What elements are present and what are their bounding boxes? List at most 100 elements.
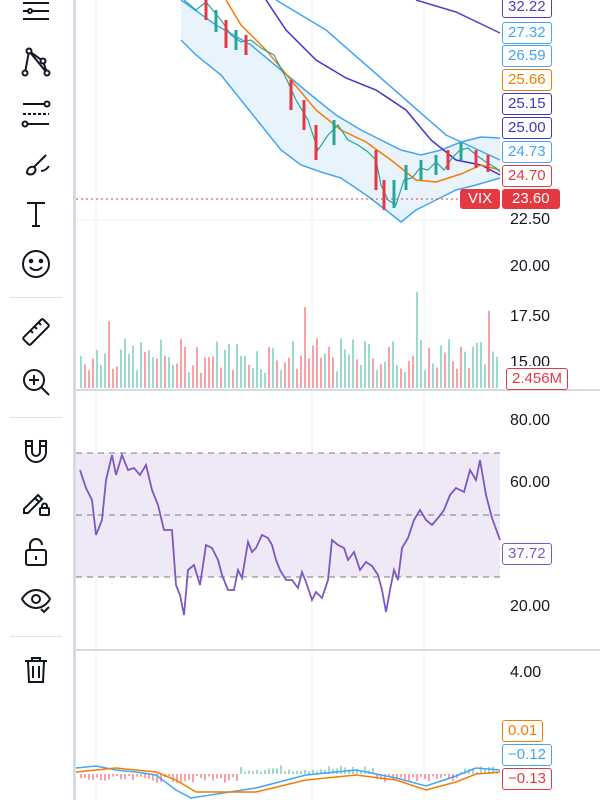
macd-histogram-bar xyxy=(152,774,154,781)
zoom-in-icon[interactable] xyxy=(14,362,58,402)
volume-bar xyxy=(316,338,318,388)
brush-tool-icon[interactable] xyxy=(14,144,58,184)
price-candles-up xyxy=(214,10,463,208)
price-tag: 25.66 xyxy=(502,69,552,91)
volume-bar xyxy=(380,364,382,388)
volume-bar xyxy=(232,370,234,388)
macd-histogram-bar xyxy=(488,767,490,774)
volume-bar xyxy=(328,346,330,388)
chart-area[interactable]: 32.22 27.32 26.59 25.66 25.15 25.00 24.7… xyxy=(76,0,600,800)
symbol-badge: VIX xyxy=(460,189,501,209)
volume-bar xyxy=(468,368,470,388)
signal-line xyxy=(76,767,501,793)
macd-histogram-bar xyxy=(480,766,482,774)
macd-histogram-bar xyxy=(312,769,314,774)
macd-histogram-bar xyxy=(284,771,286,774)
indicators-menu-icon[interactable] xyxy=(14,0,58,34)
macd-histogram-bar xyxy=(272,768,274,774)
macd-tag: −0.13 xyxy=(502,768,552,790)
macd-histogram-bar xyxy=(216,774,218,779)
moving-average-blue xyxy=(265,0,501,176)
volume-badge: 2.456M xyxy=(506,368,569,390)
pattern-tool-icon[interactable] xyxy=(14,42,58,82)
macd-histogram-bar xyxy=(372,767,374,774)
volume-bar xyxy=(188,372,190,388)
chart-canvas[interactable] xyxy=(76,0,600,800)
price-axis-tick: 17.50 xyxy=(510,308,551,325)
volume-bar xyxy=(472,346,474,388)
price-tag: 24.73 xyxy=(502,141,552,163)
macd-histogram-bar xyxy=(100,774,102,781)
volume-bar xyxy=(476,342,478,388)
volume-bar xyxy=(484,364,486,388)
macd-histogram-bar xyxy=(288,769,290,774)
volume-bar xyxy=(124,338,126,388)
rsi-axis-tick: 20.00 xyxy=(510,598,551,615)
macd-histogram-bar xyxy=(388,774,390,777)
macd-histogram-bar xyxy=(432,774,434,777)
macd-histogram-bar xyxy=(292,771,294,774)
macd-histogram-bar xyxy=(168,774,170,777)
volume-bar xyxy=(432,363,434,388)
volume-bar xyxy=(292,341,294,388)
fib-tool-icon[interactable] xyxy=(14,94,58,134)
macd-histogram-bar xyxy=(428,774,430,782)
volume-bar xyxy=(424,369,426,388)
volume-bar xyxy=(116,366,118,388)
volume-bar xyxy=(204,357,206,388)
toolbar-separator xyxy=(10,417,62,418)
price-axis-tick: 22.50 xyxy=(510,211,551,228)
lock-drawing-icon[interactable] xyxy=(14,482,58,522)
macd-histogram-bar xyxy=(232,774,234,778)
ruler-tool-icon[interactable] xyxy=(14,312,58,352)
volume-bar xyxy=(348,354,350,388)
macd-histogram-bar xyxy=(400,774,402,778)
macd-histogram-bar xyxy=(364,766,366,774)
magnet-icon[interactable] xyxy=(14,432,58,472)
price-tag: 27.32 xyxy=(502,22,552,44)
volume-bar xyxy=(436,367,438,388)
volume-bar xyxy=(412,355,414,388)
volume-bar xyxy=(140,342,142,388)
macd-histogram-bar xyxy=(296,770,298,774)
volume-bar xyxy=(208,357,210,388)
eye-icon[interactable] xyxy=(14,580,58,620)
volume-bar xyxy=(104,353,106,388)
volume-bar xyxy=(196,347,198,388)
text-tool-icon[interactable] xyxy=(14,194,58,234)
volume-bar xyxy=(260,369,262,388)
macd-histogram-bar xyxy=(172,774,174,782)
macd-histogram-bar xyxy=(256,769,258,774)
volume-bar xyxy=(372,358,374,388)
macd-histogram-bar xyxy=(280,765,282,774)
volume-bar xyxy=(396,365,398,388)
macd-histogram-bar xyxy=(184,774,186,782)
volume-bar xyxy=(216,341,218,388)
volume-bar xyxy=(492,351,494,388)
macd-histogram-bar xyxy=(360,770,362,774)
macd-histogram-bar xyxy=(440,774,442,778)
emoji-tool-icon[interactable] xyxy=(14,244,58,284)
macd-histogram-bar xyxy=(156,774,158,783)
volume-bar xyxy=(400,368,402,388)
volume-bar xyxy=(284,362,286,388)
toolbar-separator xyxy=(10,636,62,637)
drawing-toolbar xyxy=(0,0,72,800)
macd-histogram-bar xyxy=(304,769,306,774)
macd-histogram-bar xyxy=(132,774,134,781)
volume-bar xyxy=(88,370,90,388)
trash-icon[interactable] xyxy=(14,650,58,690)
volume-bar xyxy=(440,345,442,388)
volume-bar xyxy=(448,339,450,388)
macd-histogram-bar xyxy=(104,774,106,781)
macd-histogram-bar xyxy=(248,770,250,774)
unlock-icon[interactable] xyxy=(14,532,58,572)
volume-bar xyxy=(456,368,458,388)
toolbar-divider xyxy=(73,0,76,800)
macd-histogram-bar xyxy=(320,769,322,774)
volume-bar xyxy=(312,345,314,388)
volume-bar xyxy=(156,358,158,388)
macd-histogram-bar xyxy=(176,774,178,783)
macd-histogram-bar xyxy=(128,774,130,777)
volume-bar xyxy=(428,347,430,388)
